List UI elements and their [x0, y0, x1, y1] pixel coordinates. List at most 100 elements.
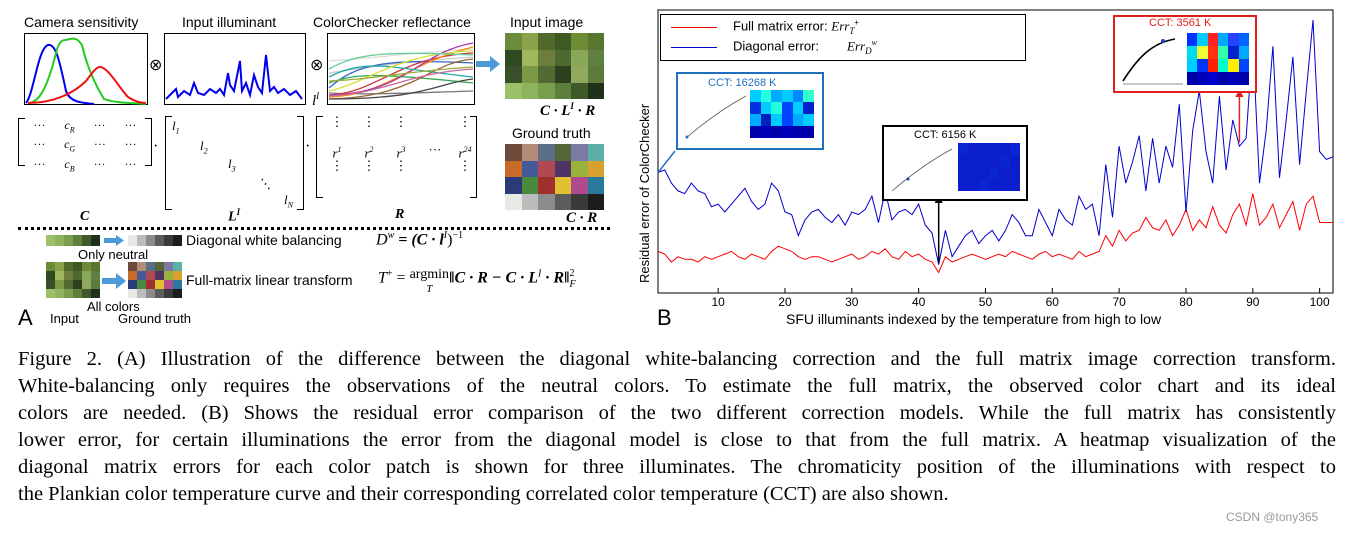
matrix-l-label: LI [228, 207, 240, 226]
heatmap-cell [958, 155, 969, 167]
full-formula-sup: + [386, 268, 393, 280]
matrix-r-cell: ··· [428, 142, 442, 157]
color-patch [538, 33, 555, 50]
color-patch [173, 280, 182, 289]
color-patch [164, 289, 173, 298]
heatmap-cell [771, 114, 782, 126]
heatmap-cell [782, 102, 793, 114]
heatmap-cell [1228, 72, 1239, 85]
heatmap-cell [803, 102, 814, 114]
diag-formula-rest: = (C · l [394, 231, 444, 249]
full-formula-t: T [378, 269, 387, 287]
color-patch [587, 193, 604, 210]
color-patch [554, 160, 571, 177]
inset-3-heatmap [1187, 33, 1249, 85]
matrix-r-cell: r1 [332, 145, 342, 161]
matrix-l-entry: l1 [172, 118, 180, 136]
color-patch [538, 160, 555, 177]
legend-full-sub: T [849, 25, 855, 36]
matrix-c-entry: ··· [93, 137, 106, 152]
heatmap-cell [1207, 72, 1218, 85]
arrow-up-icon [1235, 89, 1244, 97]
l-label: lI [312, 91, 319, 110]
matrix-c-row: ··· cG ··· ··· [24, 137, 146, 156]
color-patch [538, 177, 555, 194]
color-patch [505, 144, 522, 161]
heatmap-cell [1217, 72, 1229, 85]
color-patch [155, 262, 164, 271]
full-input-patches [46, 262, 100, 298]
inset-cct-3561: CCT: 3561 K [1113, 15, 1257, 93]
heatmap-cell [968, 179, 979, 191]
heatmap-cell [1238, 59, 1249, 72]
norm-sub: F [569, 279, 576, 290]
matrix-r-cell: ⋮ [458, 114, 472, 129]
heatmap-cell [999, 155, 1010, 167]
color-patch [571, 49, 588, 66]
heatmap-cell [1238, 72, 1249, 85]
color-patch [554, 177, 571, 194]
color-patch [82, 280, 91, 289]
color-patch [128, 289, 137, 298]
matrix-c-entry: ··· [124, 156, 137, 171]
color-patch [173, 271, 182, 280]
matrix-l-label-sup: I [236, 207, 241, 217]
inset-2-heatmap [958, 143, 1020, 191]
dotted-separator [18, 227, 610, 230]
caption-line: diagonal matrix errors for each color pa… [18, 456, 1336, 478]
residual-error-chart: 10 20 30 40 50 60 70 80 90 100 [657, 9, 1334, 309]
input-product-base: C · L [540, 103, 571, 119]
color-patch [73, 271, 82, 280]
heatmap-cell [1238, 46, 1249, 59]
inset-cct-16268: CCT: 16268 K [676, 72, 824, 150]
heatmap-cell [1009, 155, 1020, 167]
inset-3-planck-curve [1122, 38, 1183, 85]
camera-sensitivity-plot [24, 33, 148, 105]
dot-op-2: · [305, 138, 311, 155]
caption-line: White-balancing only requires the observ… [18, 375, 1336, 397]
heatmap-cell [792, 102, 804, 114]
color-patch [521, 144, 538, 161]
matrix-r-column: ⋮ r1 ⋮ [326, 115, 348, 184]
color-patch [505, 66, 522, 83]
heatmap-cell [999, 143, 1010, 155]
color-patch [73, 289, 82, 298]
color-patch [146, 271, 155, 280]
arrow-right-icon [104, 235, 124, 246]
matrix-l-left-bracket [165, 116, 172, 210]
color-patch [505, 49, 522, 66]
neutral-patch-input [82, 235, 91, 246]
argmin-block: argmin T [410, 268, 449, 296]
input-image-title: Input image [510, 14, 584, 30]
color-patch [571, 144, 588, 161]
color-patch [128, 271, 137, 280]
color-patch [55, 271, 64, 280]
heatmap-cell [760, 114, 772, 126]
color-patch [571, 82, 588, 99]
color-patch [64, 280, 73, 289]
full-formula-eq: = [392, 269, 410, 287]
caption-line: the Plankian color temperature curve and… [18, 483, 949, 505]
color-patch [554, 144, 571, 161]
diag-formula-end: ) [447, 231, 453, 249]
color-patch [46, 280, 55, 289]
color-patch [137, 262, 146, 271]
diag-formula-exp: −1 [452, 230, 464, 241]
color-patch [538, 193, 555, 210]
legend-diag-label: Diagonal error: [733, 38, 819, 54]
heatmap-cell [792, 126, 804, 138]
panel-a-letter: A [18, 305, 33, 330]
heatmap-cell [999, 167, 1010, 179]
matrix-c-entry: cR [64, 118, 75, 135]
arrow-right-icon [102, 273, 126, 289]
heatmap-cell [1207, 59, 1218, 72]
heatmap-cell [1217, 46, 1229, 59]
legend-swatch-full [671, 27, 717, 28]
matrix-c-label: C [80, 209, 90, 224]
legend-full: Full matrix error: ErrT+ [733, 18, 859, 36]
heatmap-cell [1228, 46, 1239, 59]
neutral-patch-input [73, 235, 82, 246]
inset-1-heatmap [750, 90, 814, 138]
x-axis-label: SFU illuminants indexed by the temperatu… [786, 311, 1162, 327]
heatmap-cell [988, 155, 1000, 167]
